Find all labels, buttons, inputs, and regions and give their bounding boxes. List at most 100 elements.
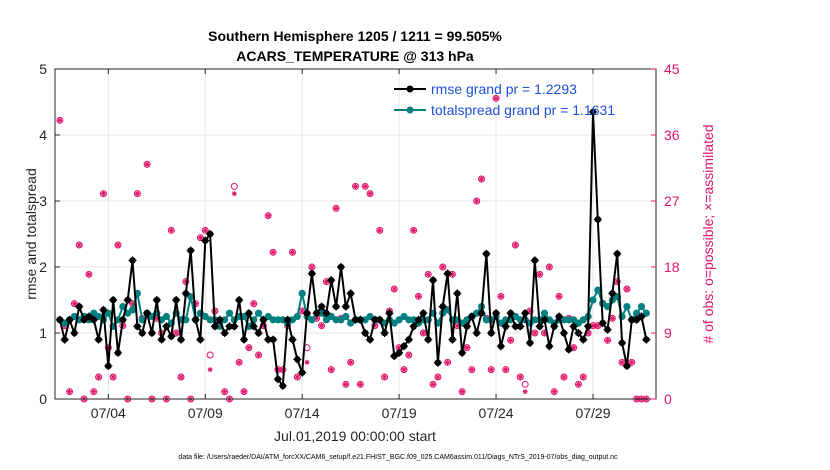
- obs-assimilated-marker: [469, 367, 475, 373]
- obs-assimilated-marker: [134, 191, 140, 197]
- rmse-point-star: [254, 329, 263, 337]
- obs-assimilated-marker: [542, 330, 548, 336]
- obs-assimilated-marker: [624, 286, 630, 292]
- obs-assimilated-marker: [382, 374, 388, 380]
- rmse-point-star: [138, 329, 147, 337]
- rmse-point-star: [375, 315, 384, 324]
- legend: rmse grand pr = 1.2293 totalspread grand…: [394, 81, 615, 118]
- obs-assimilated-marker: [173, 330, 179, 336]
- obs-possible-marker: [478, 175, 486, 183]
- rmse-point-star: [133, 322, 142, 331]
- rmse-point-star: [114, 348, 123, 357]
- obs-possible-marker: [347, 358, 355, 366]
- rmse-point-star: [99, 305, 108, 314]
- rmse-series-line: [58, 111, 648, 389]
- obs-assimilated-marker: [561, 374, 567, 380]
- obs-assimilated-marker: [595, 323, 601, 329]
- rmse-point-star: [414, 315, 423, 324]
- obs-possible-marker: [318, 322, 326, 330]
- obs-assimilated-marker: [571, 345, 577, 351]
- obs-possible-marker: [574, 380, 582, 388]
- obs-assimilated-marker: [493, 95, 499, 101]
- obs-possible-marker: [240, 388, 248, 396]
- rmse-point-star: [399, 342, 408, 351]
- rmse-point-star: [152, 296, 161, 304]
- obs-assimilated-marker: [580, 374, 586, 380]
- rmse-point-star: [458, 348, 467, 357]
- obs-possible-marker: [332, 204, 340, 212]
- rmse-point-star: [70, 329, 79, 337]
- obs-possible-marker: [434, 373, 442, 381]
- rmse-point-star: [530, 256, 539, 265]
- obs-possible-marker: [507, 336, 515, 344]
- rmse-point-star: [516, 322, 525, 331]
- obs-assimilated-marker: [508, 337, 514, 343]
- x-tick-label: 07/19: [382, 405, 417, 421]
- rmse-point-star: [312, 309, 321, 318]
- obs-assimilated-marker: [454, 323, 460, 329]
- obs-possible-marker: [405, 351, 413, 359]
- x-tick-label: 07/29: [575, 405, 610, 421]
- obs-assimilated-marker: [309, 264, 315, 270]
- obs-assimilated-marker: [512, 242, 518, 248]
- rmse-point-star: [109, 296, 118, 304]
- obs-possible-marker: [381, 373, 389, 381]
- rmse-point-star: [545, 342, 554, 351]
- rmse-point-star: [303, 309, 312, 318]
- rmse-point-star: [632, 315, 641, 324]
- obs-assimilated-marker: [299, 308, 305, 314]
- obs-possible-marker: [288, 248, 296, 256]
- rmse-point-star: [559, 329, 568, 337]
- y-right-tick-label: 0: [664, 391, 672, 407]
- obs-assimilated-marker: [100, 191, 106, 197]
- obs-assimilated-marker: [236, 359, 242, 365]
- rmse-point-star: [564, 345, 573, 354]
- rmse-point-star: [181, 289, 190, 298]
- obs-possible-marker: [545, 263, 553, 271]
- spread-point: [308, 316, 316, 324]
- rmse-point-star: [206, 230, 215, 238]
- rmse-point-star: [535, 322, 544, 331]
- rmse-point-star: [84, 312, 93, 321]
- rmse-point-star: [288, 335, 297, 344]
- obs-assimilated-marker: [430, 381, 436, 387]
- obs-assimilated-marker: [590, 323, 596, 329]
- x-tick-label: 07/04: [91, 405, 126, 421]
- obs-possible-marker: [429, 380, 437, 388]
- spread-point: [633, 309, 641, 317]
- spread-point: [114, 316, 122, 324]
- y-left-tick-label: 3: [39, 193, 47, 209]
- rmse-point-star: [409, 322, 418, 331]
- obs-possible-marker: [458, 388, 466, 396]
- rmse-point-star: [240, 335, 249, 344]
- rmse-point-star: [487, 329, 496, 337]
- rmse-point-star: [608, 289, 617, 298]
- rmse-point-star: [201, 236, 210, 245]
- obs-possible-marker: [206, 351, 214, 359]
- obs-assimilated-marker: [401, 367, 407, 373]
- rmse-point-star: [448, 335, 457, 344]
- rmse-point-star: [157, 335, 166, 344]
- legend-spread-label: totalspread grand pr = 1.1631: [431, 102, 615, 118]
- obs-possible-marker: [114, 241, 122, 249]
- chart-title: Southern Hemisphere 1205 / 1211 = 99.505…: [208, 28, 502, 44]
- rmse-point-star: [424, 335, 433, 344]
- obs-possible-marker: [376, 226, 384, 234]
- obs-assimilated-marker: [416, 293, 422, 299]
- obs-possible-marker: [424, 270, 432, 278]
- obs-possible-marker: [492, 94, 500, 102]
- obs-possible-marker: [255, 351, 263, 359]
- obs-possible-marker: [109, 373, 117, 381]
- data-file-footer: data file: /Users/raeder/DAI/ATM_forcXX/…: [178, 454, 618, 461]
- obs-possible-marker: [177, 373, 185, 381]
- rmse-point-star: [244, 309, 253, 318]
- y-right-tick-label: 18: [664, 259, 680, 275]
- obs-assimilated-marker: [333, 205, 339, 211]
- rmse-point-star: [94, 335, 103, 344]
- rmse-point-star: [210, 322, 219, 331]
- rmse-point-star: [336, 263, 345, 271]
- rmse-point-star: [588, 107, 597, 116]
- obs-assimilated-marker: [391, 286, 397, 292]
- obs-possible-marker: [327, 366, 335, 374]
- obs-assimilated-marker: [449, 271, 455, 277]
